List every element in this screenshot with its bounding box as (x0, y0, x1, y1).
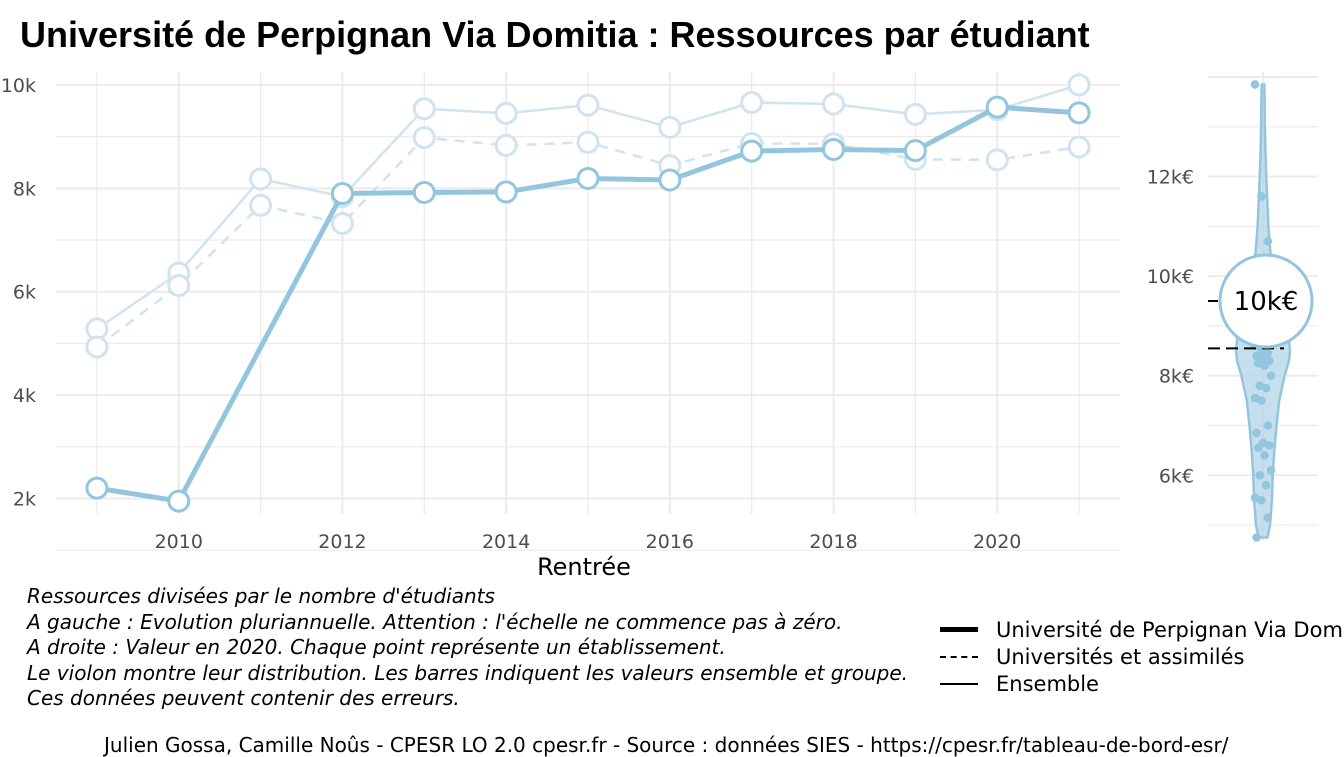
note-line: A gauche : Evolution pluriannuelle. Atte… (27, 609, 843, 634)
data-point (658, 168, 682, 192)
violin-point (1261, 480, 1271, 490)
data-point (822, 138, 846, 162)
data-point (494, 133, 518, 157)
violin-point (1257, 396, 1266, 405)
x-tick-label: 2014 (482, 531, 530, 553)
series-line (96, 104, 1080, 504)
data-point (903, 102, 927, 126)
data-point (1067, 73, 1091, 97)
legend-key-thin (940, 682, 978, 685)
data-point (822, 92, 846, 116)
violin-point (1252, 428, 1261, 438)
violin-point (1260, 451, 1269, 460)
violin-point (1263, 421, 1273, 430)
note-line: Ressources divisées par le nombre d'étud… (27, 584, 495, 608)
data-point (1067, 135, 1091, 159)
y-tick-label: 8k (13, 178, 36, 200)
violin-point (1255, 470, 1265, 480)
note-line: A droite : Valeur en 2020. Chaque point … (27, 635, 726, 660)
x-axis-title: Rentrée (537, 553, 631, 581)
data-point (576, 93, 600, 117)
data-point (85, 335, 109, 359)
violin-point (1261, 383, 1271, 393)
violin-point (1252, 533, 1261, 542)
left-panel-ticks: 2010 2012 2014 2016 2018 2020 2k 4k 6k 8k 10k (1, 75, 1022, 553)
data-point (1067, 101, 1091, 125)
data-point (658, 115, 682, 139)
data-point (85, 476, 109, 500)
violin-point (1257, 192, 1266, 201)
data-point (985, 95, 1009, 119)
data-point (903, 139, 927, 163)
violin-point (1263, 236, 1273, 246)
data-point (494, 180, 518, 204)
violin-point (1266, 371, 1276, 381)
data-point (167, 489, 191, 513)
legend-label: Université de Perpignan Via Domitia (996, 617, 1344, 642)
legend-key-thick (940, 627, 978, 632)
y-tick-label: 2k (13, 488, 36, 510)
value-badge-circle (1218, 253, 1314, 349)
data-point (412, 180, 436, 204)
legend-item: Ensemble (940, 670, 1344, 697)
violin-point (1253, 443, 1263, 453)
y-tick-label: 12k€ (1147, 167, 1194, 189)
data-point (740, 91, 764, 115)
note-line: Ces données peuvent contenir des erreurs… (27, 686, 460, 711)
x-tick-label: 2020 (973, 531, 1021, 553)
data-point (985, 148, 1009, 172)
data-point (494, 101, 518, 125)
y-tick-label: 4k (13, 385, 36, 407)
violin-point (1260, 361, 1269, 371)
data-point (249, 167, 273, 191)
data-point (740, 139, 764, 163)
violin-point (1263, 513, 1273, 522)
x-tick-label: 2018 (809, 531, 857, 553)
data-point (412, 97, 436, 121)
data-point (576, 130, 600, 154)
legend-item: Université de Perpignan Via Domitia (940, 616, 1344, 643)
left-panel-series (85, 73, 1091, 513)
data-point (249, 193, 273, 217)
chart-legend: Université de Perpignan Via Domitia Univ… (940, 616, 1344, 697)
y-tick-label: 10k (1, 75, 36, 97)
violin-point (1257, 495, 1266, 505)
chart-notes: Ressources divisées par le nombre d'étud… (27, 584, 908, 712)
note-line: Le violon montre leur distribution. Les … (27, 660, 908, 685)
data-point (330, 181, 354, 205)
y-tick-label: 6k (13, 282, 36, 304)
legend-label: Universités et assimilés (996, 644, 1245, 669)
y-tick-label: 6k€ (1159, 465, 1194, 487)
data-point (576, 166, 600, 190)
y-tick-label: 8k€ (1159, 366, 1194, 388)
chart-title: Université de Perpignan Via Domitia : Re… (20, 14, 1090, 55)
value-badge: 10k€ (1218, 253, 1314, 349)
value-badge-label: 10k€ (1234, 287, 1299, 317)
violin-point (1266, 465, 1276, 475)
chart-caption: Julien Gossa, Camille Noûs - CPESR LO 2.… (104, 733, 1229, 757)
data-point (330, 211, 354, 235)
y-tick-label: 10k€ (1147, 266, 1194, 288)
legend-label: Ensemble (996, 671, 1099, 696)
right-panel-ticks: 6k€ 8k€ 10k€ 12k€ (1147, 167, 1194, 488)
x-tick-label: 2012 (318, 531, 366, 553)
violin-point (1265, 441, 1274, 450)
violin-point (1250, 80, 1260, 89)
x-tick-label: 2016 (646, 531, 694, 553)
data-point (167, 274, 191, 298)
legend-key-dashed (940, 655, 978, 658)
legend-item: Universités et assimilés (940, 643, 1344, 670)
x-tick-label: 2010 (155, 531, 203, 553)
data-point (412, 126, 436, 150)
